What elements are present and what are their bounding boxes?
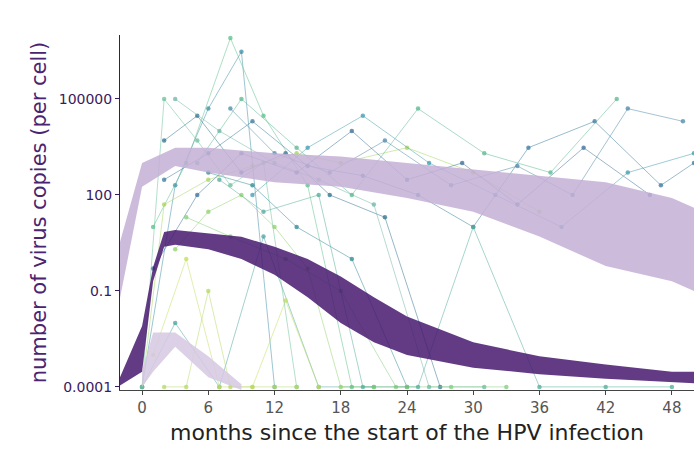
- svg-text:number of virus copies (per ce: number of virus copies (per cell): [27, 42, 51, 384]
- svg-text:42: 42: [596, 399, 615, 417]
- svg-text:100000: 100000: [59, 91, 112, 107]
- svg-text:6: 6: [204, 399, 214, 417]
- svg-text:24: 24: [397, 399, 416, 417]
- svg-text:12: 12: [265, 399, 284, 417]
- svg-text:0.1: 0.1: [90, 283, 112, 299]
- svg-text:48: 48: [662, 399, 681, 417]
- svg-text:18: 18: [331, 399, 350, 417]
- svg-text:months since the start of the: months since the start of the HPV infect…: [170, 420, 644, 445]
- svg-text:100: 100: [85, 187, 112, 203]
- svg-text:0: 0: [137, 399, 147, 417]
- svg-text:36: 36: [530, 399, 549, 417]
- svg-text:30: 30: [464, 399, 483, 417]
- svg-text:0.0001: 0.0001: [63, 379, 112, 395]
